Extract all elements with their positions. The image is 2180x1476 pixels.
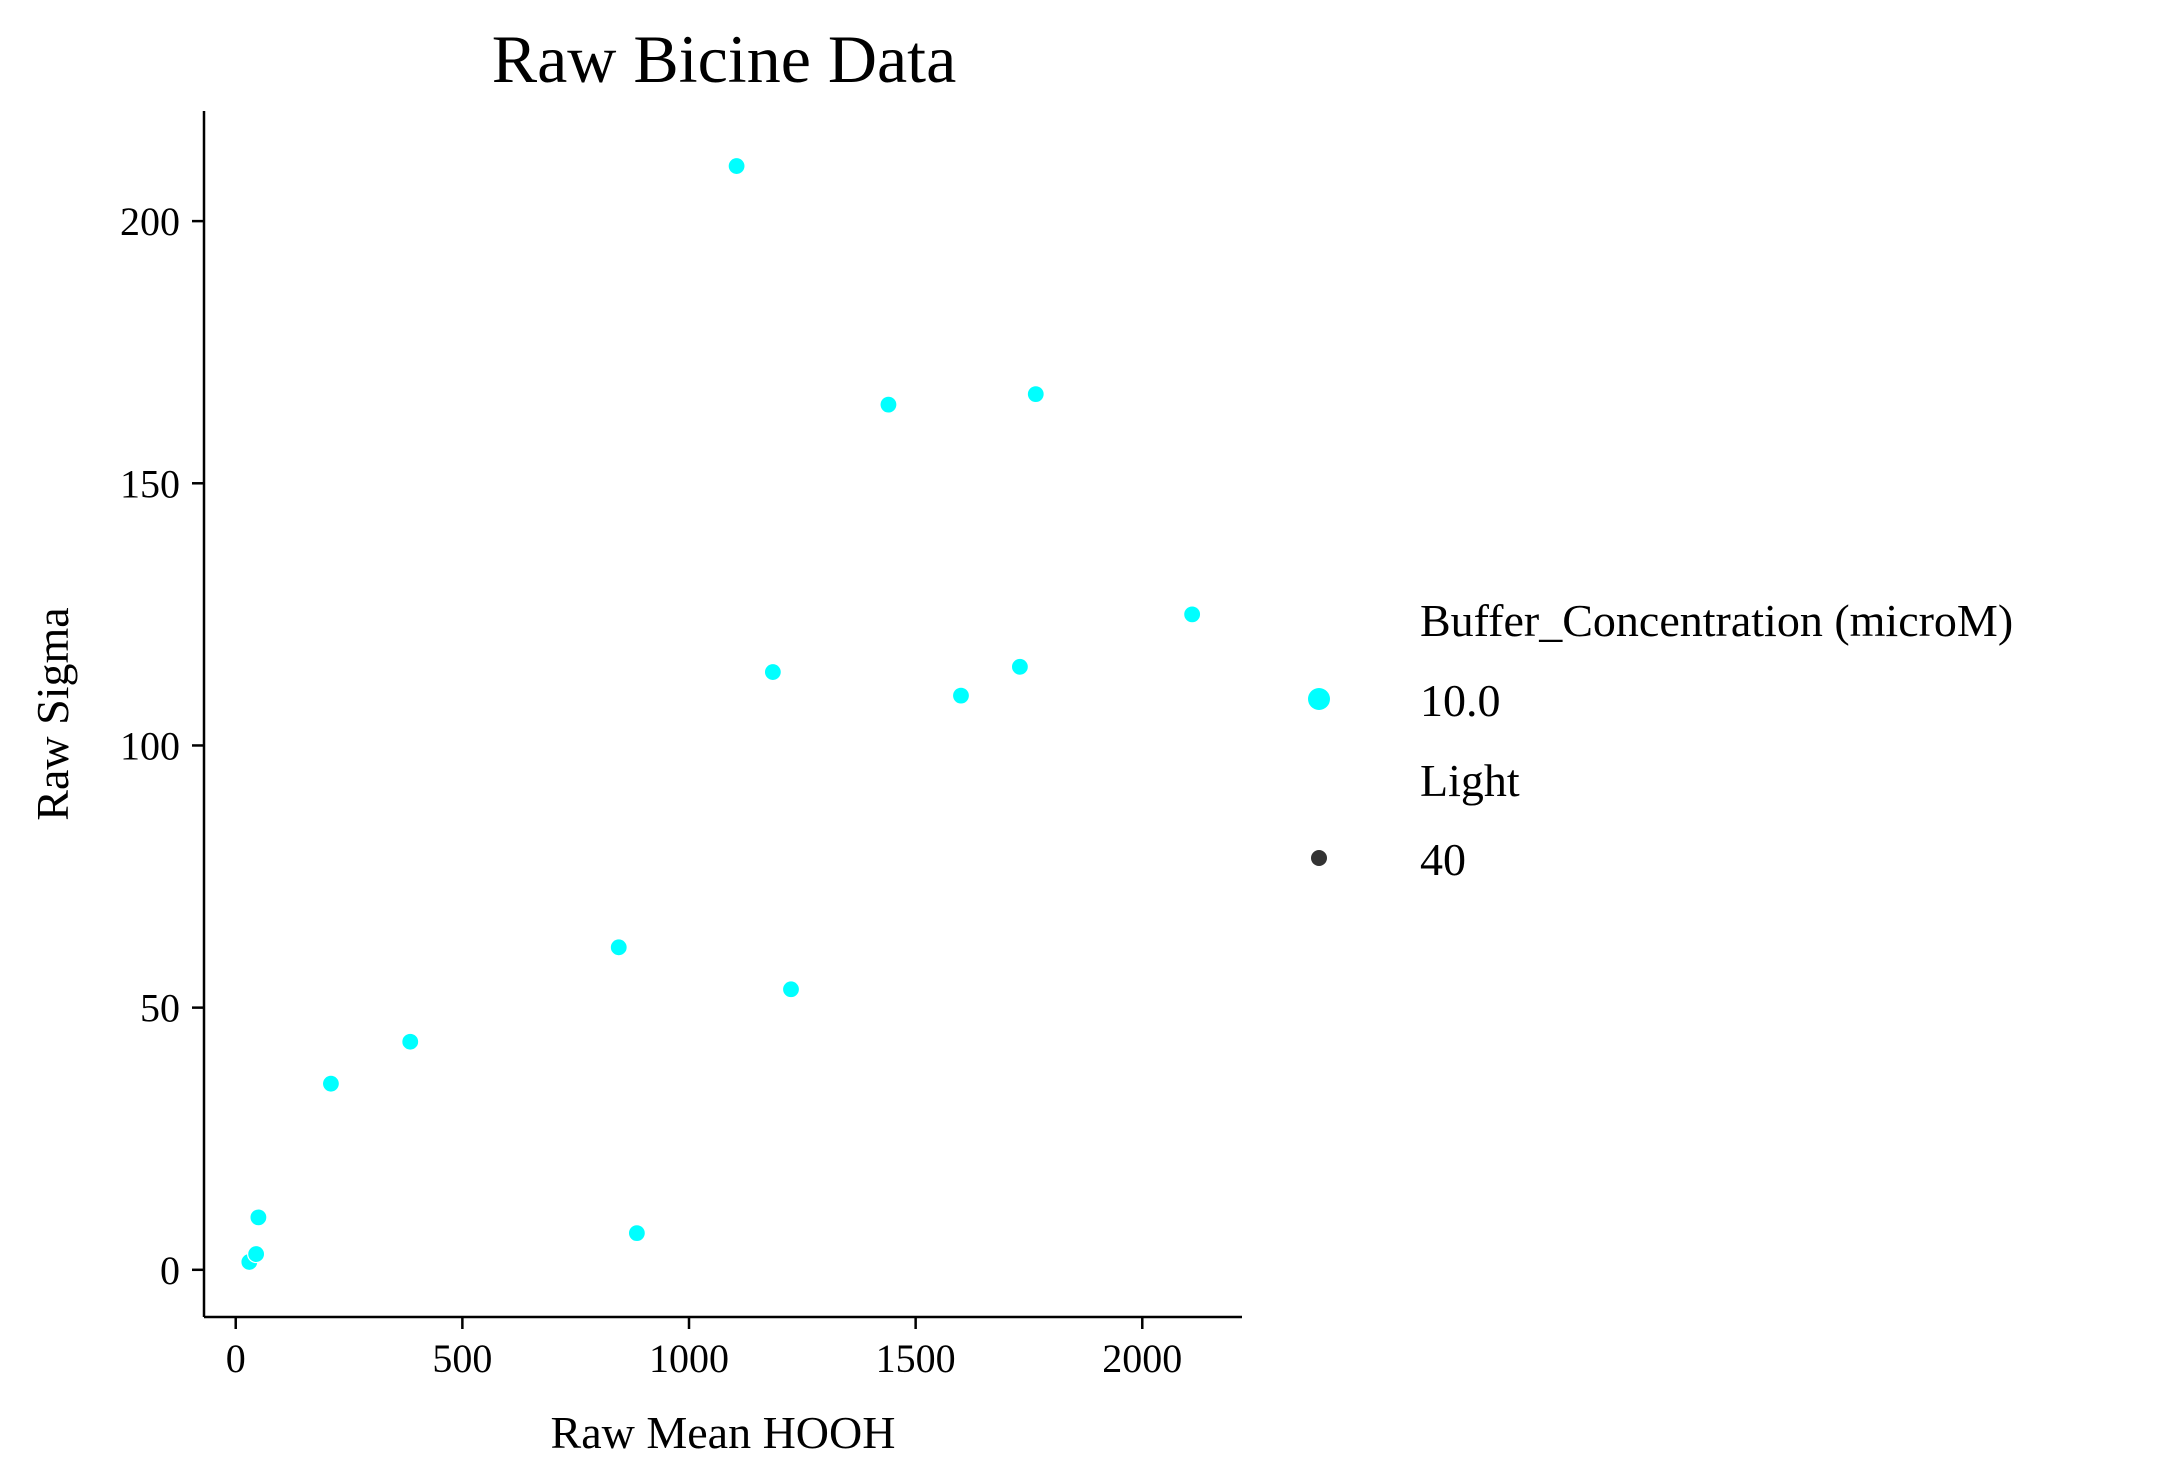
data-point <box>763 662 782 682</box>
x-tick-label: 0 <box>226 1336 246 1381</box>
data-point <box>249 1208 268 1227</box>
y-axis-label: Raw Sigma <box>27 607 78 820</box>
data-point <box>247 1244 266 1264</box>
x-tick-label: 2000 <box>1102 1336 1182 1381</box>
y-tick-label: 0 <box>160 1248 180 1293</box>
data-point <box>401 1032 420 1051</box>
y-ticks: 0 50 100 150 200 <box>120 199 204 1293</box>
legend-hue-marker <box>1308 688 1330 710</box>
data-point <box>781 980 801 999</box>
x-tick-label: 1000 <box>649 1336 729 1381</box>
data-point <box>951 686 971 705</box>
y-tick-label: 100 <box>120 723 180 768</box>
legend-hue-title: Buffer_Concentration (microM) <box>1420 595 2013 646</box>
x-ticks: 0 500 1000 1500 2000 <box>226 1317 1182 1381</box>
legend-size-marker <box>1311 850 1327 866</box>
y-tick-label: 50 <box>140 986 180 1031</box>
data-point <box>321 1074 341 1093</box>
x-axis-label: Raw Mean HOOH <box>551 1407 896 1458</box>
legend-size-label: 40 <box>1420 834 1466 885</box>
chart-title: Raw Bicine Data <box>492 21 957 97</box>
data-points <box>240 156 1202 1272</box>
y-tick-label: 150 <box>120 461 180 506</box>
data-point <box>627 1224 646 1243</box>
data-point <box>609 938 628 957</box>
x-tick-label: 500 <box>432 1336 492 1381</box>
data-point <box>727 156 746 176</box>
x-tick-label: 1500 <box>876 1336 956 1381</box>
y-tick-label: 200 <box>120 199 180 244</box>
data-point <box>1026 385 1045 404</box>
legend: Buffer_Concentration (microM) 10.0 Light… <box>1308 595 2013 885</box>
legend-hue-label: 10.0 <box>1420 675 1501 726</box>
data-point <box>1183 605 1202 624</box>
data-point <box>879 395 898 414</box>
data-point <box>1010 657 1029 676</box>
legend-size-title: Light <box>1420 755 1520 806</box>
